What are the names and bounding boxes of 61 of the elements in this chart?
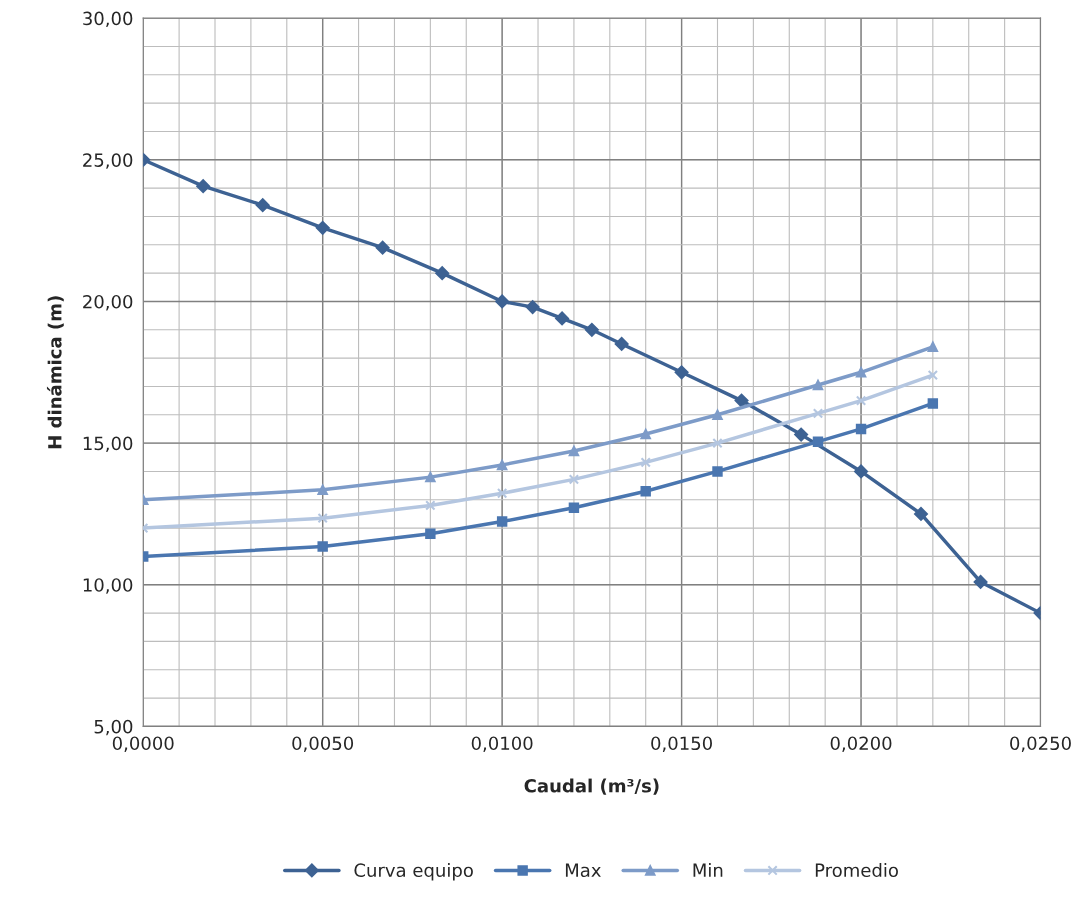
- point: [317, 541, 328, 552]
- point: [255, 198, 270, 213]
- x-tick-label: 0,0100: [471, 736, 533, 752]
- point: [425, 500, 436, 511]
- point: [927, 398, 939, 409]
- point: [614, 337, 629, 351]
- x-tick-label: 0,0150: [651, 736, 712, 752]
- legend-label: Max: [565, 863, 601, 878]
- point: [584, 322, 599, 337]
- x-tick-label: 0,0200: [830, 736, 892, 752]
- point: [435, 266, 450, 281]
- point: [496, 516, 508, 527]
- point: [196, 179, 211, 194]
- point: [495, 294, 510, 309]
- point: [914, 507, 928, 521]
- point: [375, 240, 390, 255]
- point: [317, 512, 328, 524]
- point: [812, 379, 824, 391]
- point: [315, 220, 330, 235]
- point: [640, 428, 651, 440]
- y-tick-label: 5,00: [94, 719, 133, 736]
- point: [640, 457, 651, 468]
- y-tick-label: 25,00: [83, 153, 133, 169]
- point: [496, 488, 508, 499]
- point: [425, 471, 436, 483]
- point: [568, 445, 580, 457]
- x-axis-title: Caudal (m³/s): [524, 778, 659, 795]
- legend-label: Promedio: [815, 863, 898, 878]
- point: [674, 365, 689, 380]
- x-tick-label: 0,0250: [1010, 736, 1071, 752]
- point: [855, 423, 867, 435]
- point: [927, 341, 939, 352]
- point: [568, 502, 580, 513]
- y-tick-label: 15,00: [83, 436, 133, 453]
- point: [927, 369, 939, 381]
- point: [425, 528, 436, 539]
- legend-label: Curva equipo: [354, 863, 473, 881]
- point: [640, 486, 651, 497]
- point: [712, 437, 723, 449]
- point: [855, 395, 867, 406]
- x-tick-label: 0,0050: [292, 736, 354, 752]
- point: [812, 408, 824, 419]
- point: [734, 393, 749, 408]
- y-tick-label: 30,00: [83, 11, 133, 28]
- point: [854, 464, 868, 479]
- point: [855, 367, 867, 378]
- point: [794, 427, 809, 442]
- point: [496, 459, 508, 471]
- point: [812, 436, 824, 447]
- point: [568, 474, 580, 485]
- point: [712, 466, 723, 477]
- y-tick-label: 10,00: [83, 578, 133, 594]
- point: [317, 484, 328, 496]
- point: [525, 300, 540, 315]
- y-tick-label: 20,00: [83, 294, 133, 311]
- point: [712, 409, 723, 420]
- legend-label: Min: [693, 863, 723, 877]
- x-tick-label: 0,0000: [112, 736, 174, 752]
- point: [555, 311, 570, 326]
- point: [973, 574, 988, 589]
- y-axis-title: H dinámica (m): [46, 296, 64, 449]
